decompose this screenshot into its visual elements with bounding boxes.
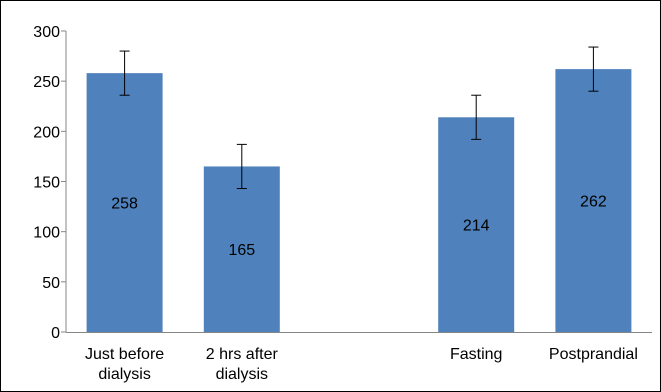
axes <box>61 30 652 333</box>
y-tick-label-300: 300 <box>33 24 60 41</box>
y-axis-ticks: 0 50 100 150 200 250 300 <box>33 24 60 342</box>
x-category-label-4-0: Postprandial <box>549 346 638 363</box>
bar-1 <box>203 166 280 332</box>
bar-0 <box>86 73 163 332</box>
data-label-4: 262 <box>580 194 607 211</box>
y-tick-label-50: 50 <box>42 275 60 292</box>
x-category-label-0-1: dialysis <box>98 366 150 383</box>
x-category-label-1-0: 2 hrs after <box>206 346 279 363</box>
y-tick-label-250: 250 <box>33 74 60 91</box>
data-labels: 258 165 214 262 <box>111 194 607 260</box>
y-tick-label-100: 100 <box>33 225 60 242</box>
error-bars <box>119 46 599 190</box>
y-tick-label-150: 150 <box>33 175 60 192</box>
data-label-0: 258 <box>111 196 138 213</box>
y-tick-label-0: 0 <box>51 325 60 342</box>
x-axis-labels: Just before dialysis 2 hrs after dialysis Fa… <box>85 346 638 383</box>
data-label-1: 165 <box>228 242 255 259</box>
data-label-3: 214 <box>463 218 490 235</box>
x-category-label-1-1: dialysis <box>216 366 268 383</box>
y-tick-label-200: 200 <box>33 124 60 141</box>
bar-3 <box>438 117 515 332</box>
bar-4 <box>555 69 632 333</box>
bars <box>86 69 632 333</box>
x-category-label-3-0: Fasting <box>450 346 502 363</box>
x-category-label-0-0: Just before <box>85 346 164 363</box>
